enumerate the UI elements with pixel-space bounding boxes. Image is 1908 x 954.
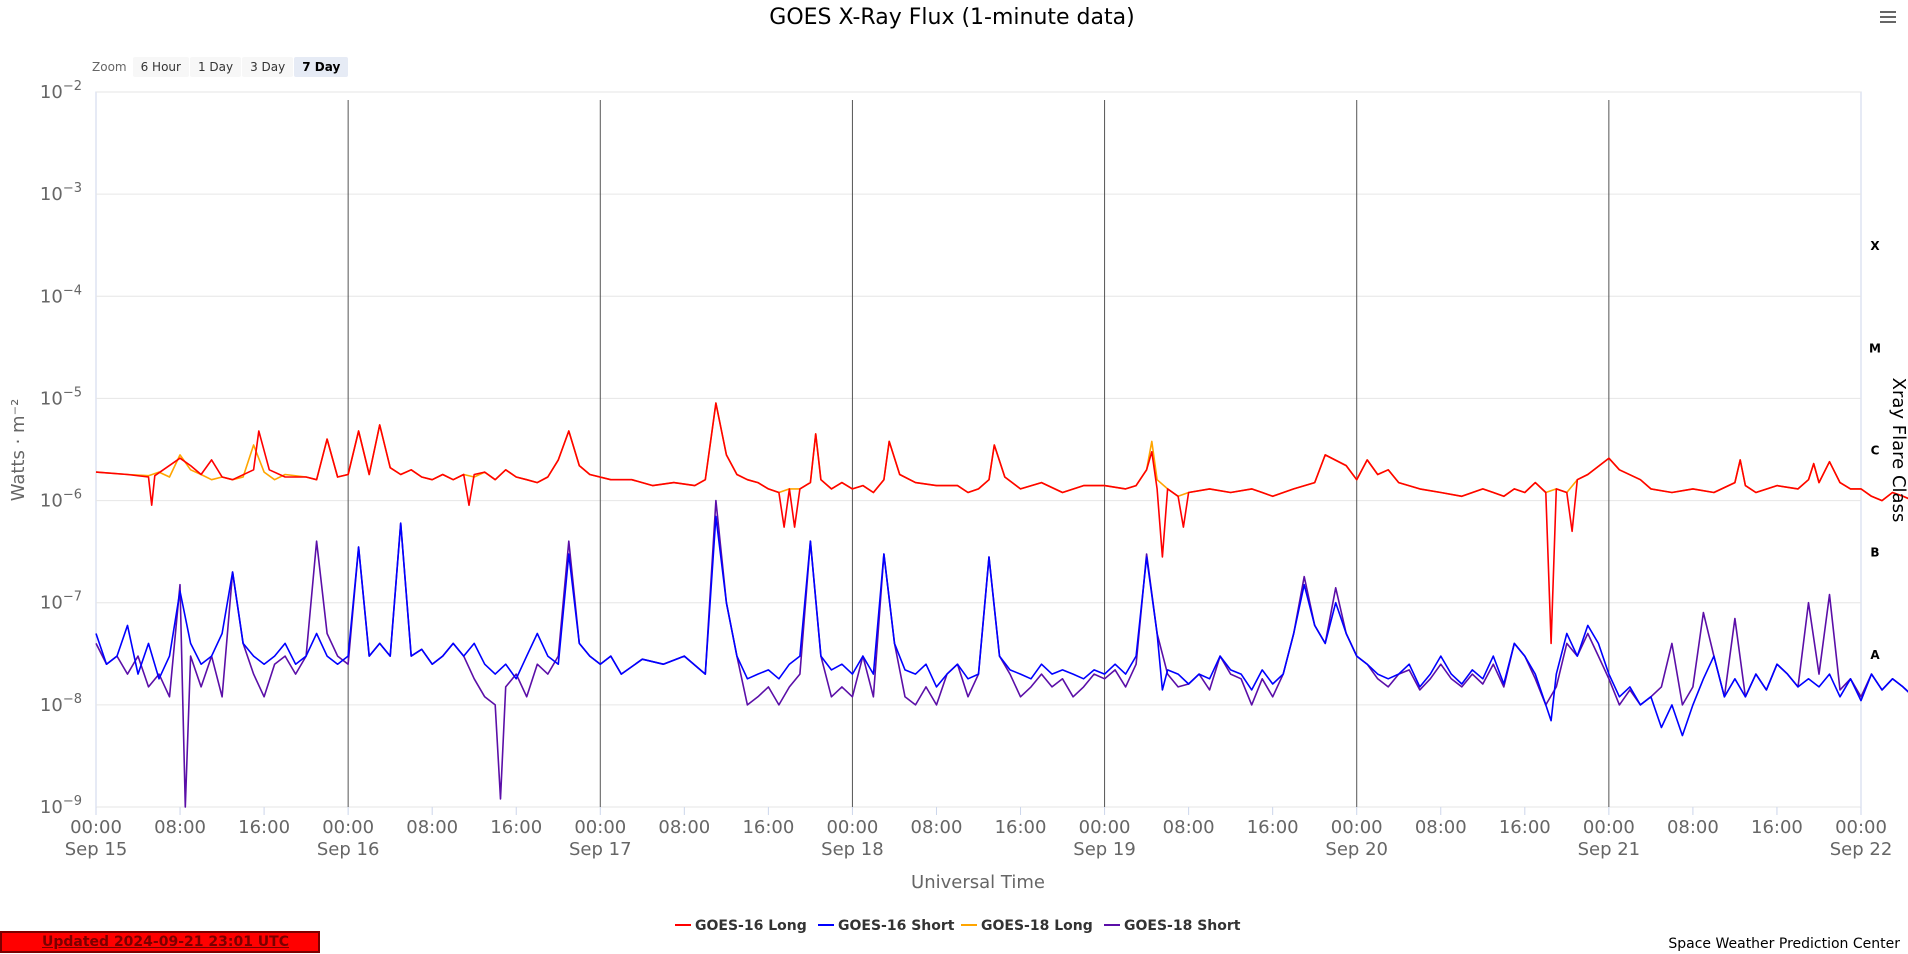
- menu-line: [1880, 21, 1896, 23]
- x-tick-time-label: 00:00: [574, 817, 626, 838]
- legend-item-label: GOES-18 Long: [981, 918, 1093, 934]
- legend-item-label: GOES-16 Long: [695, 918, 807, 934]
- x-tick-date-label: Sep 19: [1073, 839, 1136, 860]
- flare-class-label: M: [1869, 341, 1881, 355]
- credit-text: Space Weather Prediction Center: [1668, 936, 1900, 952]
- series-line-goes-18-short: [95, 499, 1908, 808]
- x-tick-time-label: 08:00: [911, 817, 963, 838]
- x-tick-date-label: Sep 22: [1830, 839, 1893, 860]
- x-tick-time-label: 00:00: [826, 817, 878, 838]
- x-tick-date-label: Sep 16: [317, 839, 380, 860]
- y-tick-label: 10−8: [40, 692, 82, 716]
- x-tick-time-label: 08:00: [1667, 817, 1719, 838]
- series-line-goes-16-short: [95, 515, 1908, 737]
- x-tick-time-label: 00:00: [1583, 817, 1635, 838]
- x-tick-time-label: 16:00: [1247, 817, 1299, 838]
- plot-area: [95, 91, 1862, 808]
- menu-line: [1880, 11, 1896, 13]
- legend-item-label: GOES-18 Short: [1124, 918, 1241, 934]
- y-tick-label: 10−2: [40, 79, 82, 103]
- x-tick-time-label: 16:00: [1751, 817, 1803, 838]
- x-tick-time-label: 16:00: [742, 817, 794, 838]
- x-tick-date-label: Sep 20: [1325, 839, 1388, 860]
- chart-title: GOES X-Ray Flux (1-minute data): [769, 5, 1134, 30]
- x-tick-time-label: 08:00: [658, 817, 710, 838]
- zoom-label: Zoom: [92, 60, 127, 74]
- zoom-6-hour-button[interactable]: 6 Hour: [132, 57, 189, 77]
- legend-item-label: GOES-16 Short: [838, 918, 955, 934]
- flare-class-label: A: [1870, 648, 1880, 662]
- flare-class-label: X: [1870, 239, 1880, 253]
- y-tick-label: 10−3: [40, 181, 82, 205]
- x-tick-date-label: Sep 21: [1578, 839, 1641, 860]
- x-tick-date-label: Sep 15: [65, 839, 128, 860]
- chart-menu-icon[interactable]: [1878, 8, 1898, 28]
- zoom-1-day-button[interactable]: 1 Day: [189, 57, 242, 77]
- y-axis-title: Watts · m⁻²: [8, 399, 29, 502]
- x-tick-time-label: 16:00: [995, 817, 1047, 838]
- series-line-goes-16-long: [95, 402, 1908, 645]
- x-tick-time-label: 00:00: [1835, 817, 1887, 838]
- flare-class-label: B: [1870, 546, 1879, 560]
- menu-line: [1880, 16, 1896, 18]
- x-axis-title: Universal Time: [911, 872, 1045, 893]
- flare-class-axis-title: Xray Flare Class: [1888, 378, 1908, 523]
- y-tick-label: 10−7: [40, 590, 82, 614]
- y-tick-label: 10−5: [40, 385, 82, 409]
- zoom-bar: Zoom 6 Hour 1 Day 3 Day 7 Day: [92, 55, 349, 79]
- x-tick-date-label: Sep 18: [821, 839, 884, 860]
- x-tick-time-label: 08:00: [406, 817, 458, 838]
- y-tick-label: 10−6: [40, 488, 82, 512]
- x-tick-time-label: 00:00: [70, 817, 122, 838]
- x-tick-time-label: 16:00: [490, 817, 542, 838]
- x-tick-time-label: 16:00: [238, 817, 290, 838]
- zoom-7-day-button[interactable]: 7 Day: [294, 57, 349, 77]
- x-tick-time-label: 08:00: [154, 817, 206, 838]
- y-tick-label: 10−4: [40, 283, 82, 307]
- y-tick-label: 10−9: [40, 794, 82, 818]
- zoom-3-day-button[interactable]: 3 Day: [242, 57, 294, 77]
- x-tick-time-label: 00:00: [322, 817, 374, 838]
- x-tick-time-label: 16:00: [1499, 817, 1551, 838]
- x-tick-time-label: 00:00: [1331, 817, 1383, 838]
- flare-class-label: C: [1871, 444, 1880, 458]
- x-tick-time-label: 08:00: [1163, 817, 1215, 838]
- x-tick-date-label: Sep 17: [569, 839, 632, 860]
- x-tick-time-label: 08:00: [1415, 817, 1467, 838]
- x-tick-time-label: 00:00: [1079, 817, 1131, 838]
- updated-timestamp: Updated 2024-09-21 23:01 UTC: [0, 931, 320, 953]
